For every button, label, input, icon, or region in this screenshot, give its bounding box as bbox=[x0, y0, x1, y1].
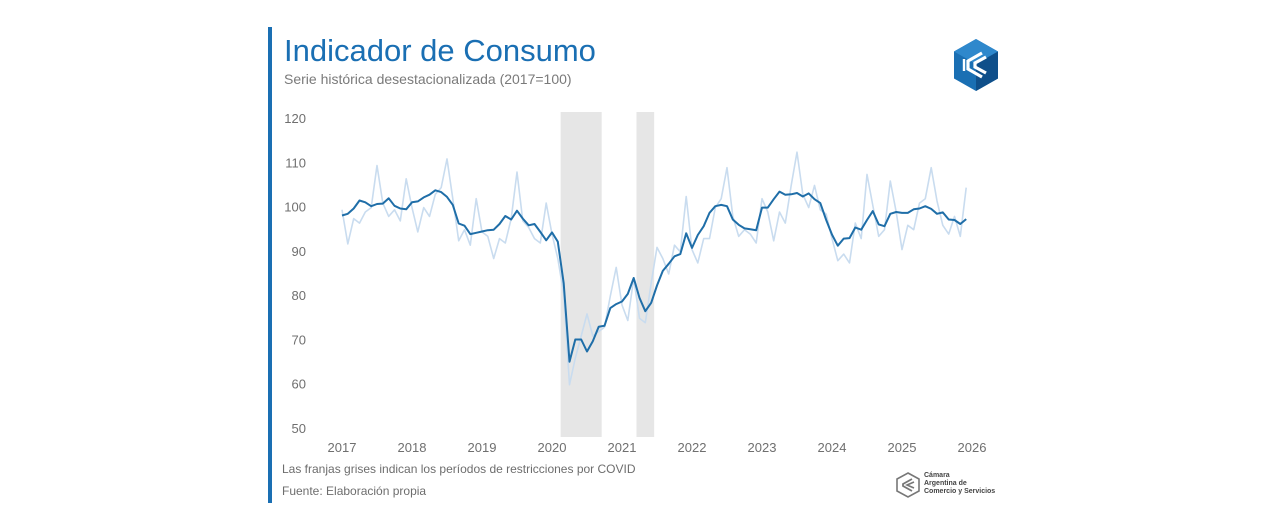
source-note: Fuente: Elaboración propia bbox=[282, 484, 427, 498]
y-tick-label: 120 bbox=[284, 111, 306, 126]
org-logo: Cámara Argentina de Comercio y Servicios bbox=[896, 470, 1006, 500]
y-tick-label: 80 bbox=[292, 288, 306, 303]
y-axis-ticks: 50 60 70 80 90 100 110 120 bbox=[284, 111, 306, 436]
chart-title: Indicador de Consumo bbox=[284, 33, 596, 68]
y-tick-label: 60 bbox=[292, 377, 306, 392]
covid-band-note: Las franjas grises indican los períodos … bbox=[282, 462, 636, 476]
org-name: Cámara Argentina de Comercio y Servicios bbox=[924, 472, 1014, 496]
covid-bands bbox=[560, 112, 655, 437]
covid-band bbox=[636, 112, 655, 437]
accent-bar bbox=[268, 27, 272, 503]
chart-subtitle: Serie histórica desestacionalizada (2017… bbox=[284, 71, 572, 87]
y-tick-label: 110 bbox=[285, 155, 306, 170]
org-name-line: Comercio y Servicios bbox=[924, 488, 996, 495]
y-tick-label: 90 bbox=[292, 244, 306, 259]
y-tick-label: 50 bbox=[292, 421, 306, 436]
x-axis-ticks: 2017 2018 2019 2020 2021 2022 2023 2024 2025 2026 bbox=[328, 440, 987, 455]
x-tick-label: 2023 bbox=[748, 440, 777, 455]
x-tick-label: 2024 bbox=[818, 440, 847, 455]
org-name-line: Cámara bbox=[924, 472, 950, 479]
x-tick-label: 2022 bbox=[678, 440, 707, 455]
chart-card: 50 60 70 80 90 100 110 120 2017 2018 2019 2020 2021… bbox=[268, 27, 1013, 505]
x-tick-label: 2025 bbox=[888, 440, 917, 455]
y-tick-label: 100 bbox=[284, 200, 306, 215]
y-tick-label: 70 bbox=[292, 332, 306, 347]
x-tick-label: 2019 bbox=[468, 440, 497, 455]
org-hexagon-icon bbox=[896, 472, 920, 498]
trend-series-layer bbox=[341, 189, 967, 363]
trend-series-line bbox=[341, 189, 967, 363]
covid-band bbox=[560, 112, 602, 437]
x-tick-label: 2018 bbox=[398, 440, 427, 455]
chart-svg: 50 60 70 80 90 100 110 120 2017 2018 2019 2020 2021… bbox=[284, 111, 987, 455]
x-tick-label: 2017 bbox=[328, 440, 357, 455]
org-name-line: Argentina de bbox=[924, 480, 967, 487]
x-tick-label: 2026 bbox=[958, 440, 987, 455]
x-tick-label: 2021 bbox=[608, 440, 637, 455]
x-tick-label: 2020 bbox=[538, 440, 567, 455]
hexagon-logo-icon bbox=[954, 39, 998, 91]
